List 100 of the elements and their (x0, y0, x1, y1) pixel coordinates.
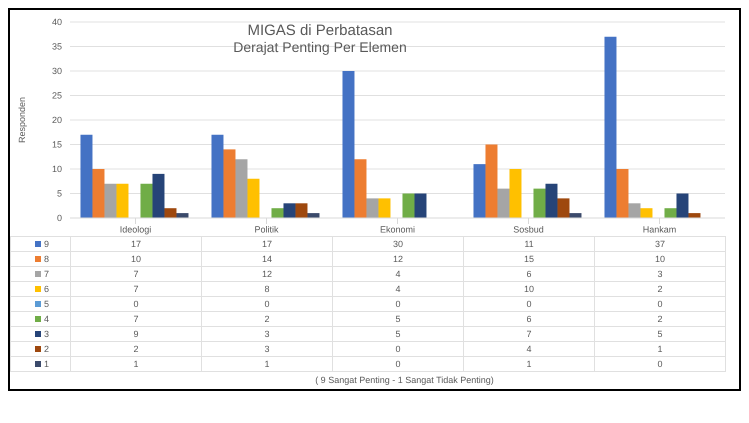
y-tick-label: 35 (52, 42, 62, 52)
chart-title: MIGAS di Perbatasan (246, 22, 394, 39)
y-tick-label: 20 (52, 115, 62, 126)
data-label: 30 (332, 236, 464, 252)
bar (342, 71, 354, 218)
data-label: 1 (594, 342, 726, 356)
bar (402, 194, 414, 218)
bar (497, 188, 510, 218)
data-label: 3 (202, 326, 332, 342)
data-label: 5 (332, 312, 464, 326)
bar (152, 174, 164, 218)
data-label: 11 (464, 236, 594, 252)
bar (164, 208, 176, 218)
data-label: 0 (332, 356, 464, 372)
y-tick-label: 25 (52, 90, 62, 101)
legend-label: 8 (10, 252, 70, 266)
data-label: 2 (202, 312, 332, 326)
data-label: 1 (464, 356, 594, 372)
bar (485, 144, 498, 218)
x-tick-label: Ekonomi (380, 224, 416, 234)
bar (378, 198, 390, 218)
data-label: 6 (464, 266, 594, 282)
data-label: 7 (70, 282, 202, 296)
bar (211, 134, 224, 218)
data-label: 37 (594, 236, 726, 252)
data-label: 15 (464, 252, 594, 266)
data-label: 1 (202, 356, 332, 372)
x-tick-label: Politik (254, 224, 279, 234)
y-tick-label: 5 (56, 188, 62, 199)
data-label: 1 (70, 356, 202, 372)
data-label: 2 (594, 282, 726, 296)
legend-label: 2 (10, 342, 70, 356)
data-label: 0 (202, 296, 332, 312)
data-label: 6 (464, 312, 594, 326)
data-label: 2 (594, 312, 726, 326)
data-label: 17 (70, 236, 202, 252)
data-label: 2 (70, 342, 202, 356)
legend-label: 4 (10, 312, 70, 326)
bar (616, 169, 628, 218)
bar (545, 184, 558, 218)
y-tick-label: 0 (56, 213, 62, 224)
data-label: 14 (202, 252, 332, 266)
bar (688, 213, 700, 218)
data-label: 17 (202, 236, 332, 252)
bar (628, 203, 640, 218)
data-label: 10 (464, 282, 594, 296)
y-tick-label: 10 (52, 164, 62, 174)
legend-label: 9 (10, 236, 70, 252)
bar (414, 194, 426, 218)
y-tick-label: 15 (52, 140, 62, 150)
legend-label: 6 (10, 282, 70, 296)
bar (366, 198, 378, 218)
y-tick-label: 30 (52, 66, 62, 76)
data-label: 10 (594, 252, 726, 266)
data-label: 9 (70, 326, 202, 342)
data-label: 5 (332, 326, 464, 342)
bar (569, 213, 582, 218)
bar (283, 203, 296, 218)
data-label: 12 (332, 252, 464, 266)
x-tick-label: Hankam (642, 224, 676, 234)
data-label: 12 (202, 266, 332, 282)
bar (295, 203, 308, 218)
bar (557, 198, 570, 218)
data-label: 5 (594, 326, 726, 342)
data-label: 10 (70, 252, 202, 266)
bar (235, 159, 248, 218)
data-label: 4 (464, 342, 594, 356)
bar (140, 184, 152, 218)
data-label: 3 (594, 266, 726, 282)
bar (176, 213, 188, 218)
bar (509, 169, 522, 218)
bar (247, 178, 260, 218)
bar (80, 134, 92, 218)
x-tick-label: Sosbud (513, 224, 544, 234)
bar (116, 184, 128, 218)
bar (271, 208, 284, 218)
data-label: 0 (594, 296, 726, 312)
legend-label: 3 (10, 326, 70, 342)
data-label: 0 (332, 296, 464, 312)
data-label: 7 (70, 266, 202, 282)
bar (533, 188, 546, 218)
data-label: 4 (332, 282, 464, 296)
data-label: 0 (70, 296, 202, 312)
data-label: 0 (594, 356, 726, 372)
text: Derajat Penting Per Elemen (232, 39, 408, 55)
data-label: 0 (332, 342, 464, 356)
text: ( 9 Sangat Penting - 1 Sangat Tidak Penting) (314, 374, 495, 387)
data-label: 3 (202, 342, 332, 356)
bar (307, 213, 320, 218)
data-label: 0 (464, 296, 594, 312)
legend-label: 7 (10, 266, 70, 282)
x-tick-label: Ideologi (120, 224, 152, 234)
data-label: 7 (464, 326, 594, 342)
bar (104, 184, 116, 218)
bar (223, 149, 236, 218)
bar (92, 169, 104, 218)
data-label: 8 (202, 282, 332, 296)
legend-label: 1 (10, 356, 70, 372)
y-axis-title: Responden (17, 96, 28, 144)
bar (604, 36, 616, 218)
